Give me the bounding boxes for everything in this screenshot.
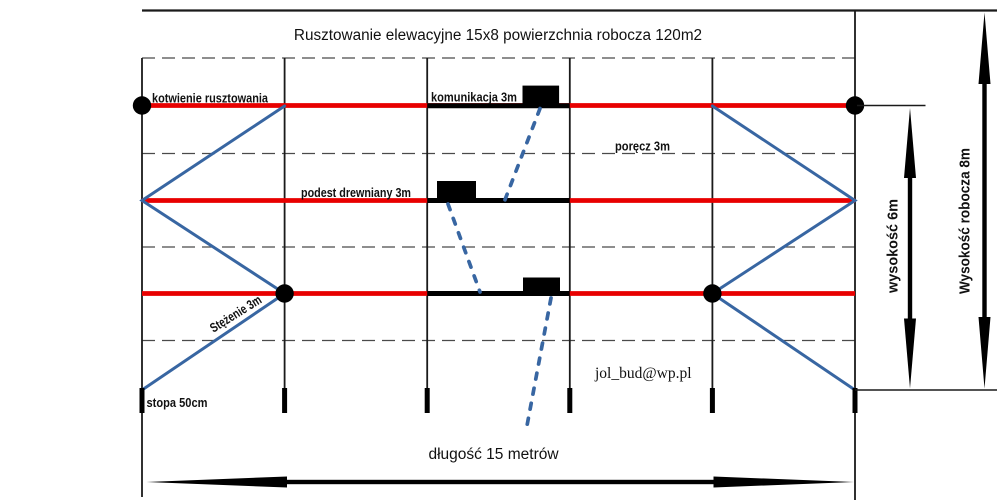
svg-text:długość 15 metrów: długość 15 metrów xyxy=(428,446,559,463)
svg-text:jol_bud@wp.pl: jol_bud@wp.pl xyxy=(594,365,692,382)
svg-text:komunikacja 3m: komunikacja 3m xyxy=(431,90,517,105)
svg-text:Wysokość robocza 8m: Wysokość robocza 8m xyxy=(957,148,974,294)
svg-text:stopa 50cm: stopa 50cm xyxy=(147,395,208,410)
svg-text:poręcz 3m: poręcz 3m xyxy=(615,139,670,154)
svg-text:kotwienie rusztowania: kotwienie rusztowania xyxy=(152,91,269,106)
svg-text:Rusztowanie elewacyjne 15x8 po: Rusztowanie elewacyjne 15x8 powierzchnia… xyxy=(294,27,702,44)
svg-text:podest drewniany 3m: podest drewniany 3m xyxy=(301,185,411,200)
svg-text:wysokość 6m: wysokość 6m xyxy=(885,199,902,294)
